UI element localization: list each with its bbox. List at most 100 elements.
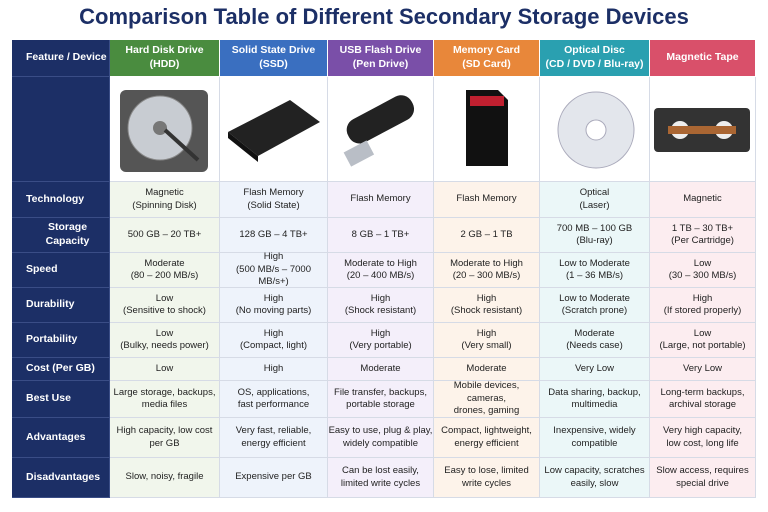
cell-text: (Blu-ray) bbox=[576, 235, 613, 246]
cell-text: Can be lost easily, bbox=[342, 465, 419, 477]
cell-text: Slow, noisy, fragile bbox=[125, 471, 204, 483]
cell-text: Moderate bbox=[360, 362, 401, 374]
cell-text: High bbox=[263, 362, 284, 374]
table-cell: High (Shock resistant) bbox=[434, 288, 540, 323]
table-cell: Very Low bbox=[650, 358, 756, 381]
table-cell: 1 TB – 30 TB+ (Per Cartridge) bbox=[650, 218, 756, 253]
cell-text: Very fast, reliable, bbox=[235, 425, 312, 437]
cell-text: (80 – 200 MB/s) bbox=[130, 270, 199, 281]
cell-text: (Shock resistant) bbox=[450, 305, 523, 316]
cell-text: (Shock resistant) bbox=[344, 305, 417, 316]
image-cell bbox=[540, 77, 650, 182]
column-header: Optical Disc (CD / DVD / Blu-ray) bbox=[540, 40, 650, 77]
cell-text: Optical bbox=[579, 187, 610, 199]
cell-text: (Pen Drive) bbox=[352, 58, 409, 70]
cell-text: (Large, not portable) bbox=[659, 340, 746, 351]
table-cell: Compact, lightweight, energy efficient bbox=[434, 418, 540, 458]
table-cell: 8 GB – 1 TB+ bbox=[328, 218, 434, 253]
table-cell: Flash Memory (Solid State) bbox=[220, 182, 328, 218]
table-cell: Flash Memory bbox=[434, 182, 540, 218]
table-cell: Very high capacity, low cost, long life bbox=[650, 418, 756, 458]
image-cell bbox=[110, 77, 220, 182]
image-cell bbox=[650, 77, 756, 182]
table-cell: Low to Moderate (Scratch prone) bbox=[540, 288, 650, 323]
table-cell: Low (Large, not portable) bbox=[650, 323, 756, 358]
cell-text: Flash Memory bbox=[350, 193, 411, 205]
cell-text: (HDD) bbox=[149, 58, 180, 70]
cell-text: High bbox=[370, 292, 391, 304]
column-header: Magnetic Tape bbox=[650, 40, 756, 77]
table-cell: Moderate (80 – 200 MB/s) bbox=[110, 253, 220, 288]
cell-text: Long-term backups, bbox=[660, 386, 745, 398]
cell-text: write cycles bbox=[461, 477, 512, 489]
row-label: Storage Capacity bbox=[12, 218, 110, 253]
cell-text: (Very small) bbox=[461, 340, 512, 351]
cell-text: Slow access, requires bbox=[656, 465, 749, 477]
cell-text: File transfer, backups, bbox=[334, 386, 427, 398]
cell-text: Low bbox=[155, 362, 174, 374]
cell-text: (Laser) bbox=[579, 199, 610, 211]
table-cell: OS, applications, fast performance bbox=[220, 381, 328, 418]
table-cell: Very fast, reliable, energy efficient bbox=[220, 418, 328, 458]
cell-text: Flash Memory bbox=[243, 187, 304, 199]
cell-text: widely compatible bbox=[343, 437, 418, 449]
table-cell: Long-term backups, archival storage bbox=[650, 381, 756, 418]
cell-text: (No moving parts) bbox=[235, 305, 312, 316]
table-cell: High (No moving parts) bbox=[220, 288, 328, 323]
cell-text: Magnetic bbox=[145, 187, 184, 199]
cell-text: Low capacity, scratches bbox=[544, 465, 645, 477]
cell-text: Flash Memory bbox=[456, 193, 517, 205]
table-cell: Easy to use, plug & play, widely compatib… bbox=[328, 418, 434, 458]
cell-text: Magnetic bbox=[683, 193, 722, 205]
title: Comparison Table of Different Secondary … bbox=[79, 4, 689, 29]
row-label: Cost (Per GB) bbox=[12, 358, 110, 381]
cell-text: 500 GB – 20 TB+ bbox=[127, 228, 202, 240]
cell-text: (1 – 36 MB/s) bbox=[565, 270, 624, 281]
table-cell: Low (Bulky, needs power) bbox=[110, 323, 220, 358]
row-label: Best Use bbox=[12, 381, 110, 418]
cell-text: High capacity, low cost bbox=[116, 425, 213, 437]
cell-text: (Solid State) bbox=[247, 199, 300, 211]
table-cell: Expensive per GB bbox=[220, 458, 328, 498]
cell-text: (500 MB/s – 7000 MB/s+) bbox=[236, 263, 311, 288]
table-cell: Slow access, requires special drive bbox=[650, 458, 756, 498]
cell-text: Moderate to High bbox=[450, 257, 523, 269]
cell-text: Low to Moderate bbox=[559, 292, 630, 304]
row-label: Technology bbox=[12, 182, 110, 218]
cell-text: High bbox=[370, 327, 391, 339]
cell-text: Low bbox=[155, 292, 174, 304]
cell-text: Moderate bbox=[144, 257, 185, 269]
cell-text: Moderate bbox=[574, 327, 615, 339]
image-cell bbox=[434, 77, 540, 182]
image-cell bbox=[328, 77, 434, 182]
cell-text: Very Low bbox=[682, 362, 723, 374]
cell-text: High bbox=[263, 292, 284, 304]
cell-text: (CD / DVD / Blu-ray) bbox=[545, 58, 644, 70]
table-cell: 700 MB – 100 GB (Blu-ray) bbox=[540, 218, 650, 253]
cell-text: Low to Moderate bbox=[559, 257, 630, 269]
table-cell: Moderate bbox=[328, 358, 434, 381]
cell-text: (Very portable) bbox=[349, 340, 412, 351]
cell-text: 128 GB – 4 TB+ bbox=[239, 228, 308, 240]
cell-text: Inexpensive, widely bbox=[553, 425, 636, 437]
cell-text: portable storage bbox=[346, 399, 415, 410]
cell-text: easily, slow bbox=[570, 477, 619, 489]
cell-text: Very high capacity, bbox=[662, 425, 743, 437]
table-cell: Low capacity, scratches easily, slow bbox=[540, 458, 650, 498]
table-cell: High (Very portable) bbox=[328, 323, 434, 358]
table-cell: High (Compact, light) bbox=[220, 323, 328, 358]
table-cell: Can be lost easily, limited write cycles bbox=[328, 458, 434, 498]
table-cell: Low (30 – 300 MB/s) bbox=[650, 253, 756, 288]
cell-text: per GB bbox=[149, 437, 180, 449]
table-cell: 128 GB – 4 TB+ bbox=[220, 218, 328, 253]
cell-text: (20 – 300 MB/s) bbox=[452, 270, 521, 281]
cell-text: (Scratch prone) bbox=[561, 305, 628, 316]
cell-text: archival storage bbox=[668, 399, 737, 410]
cell-text: (Needs case) bbox=[566, 340, 623, 351]
cell-text: Expensive per GB bbox=[235, 471, 312, 483]
cell-text: Compact, lightweight, bbox=[441, 425, 532, 437]
table-cell: Moderate to High (20 – 300 MB/s) bbox=[434, 253, 540, 288]
cell-text: Easy to use, plug & play, bbox=[328, 425, 433, 437]
column-header: Solid State Drive (SSD) bbox=[220, 40, 328, 77]
image-row-label bbox=[12, 77, 110, 182]
